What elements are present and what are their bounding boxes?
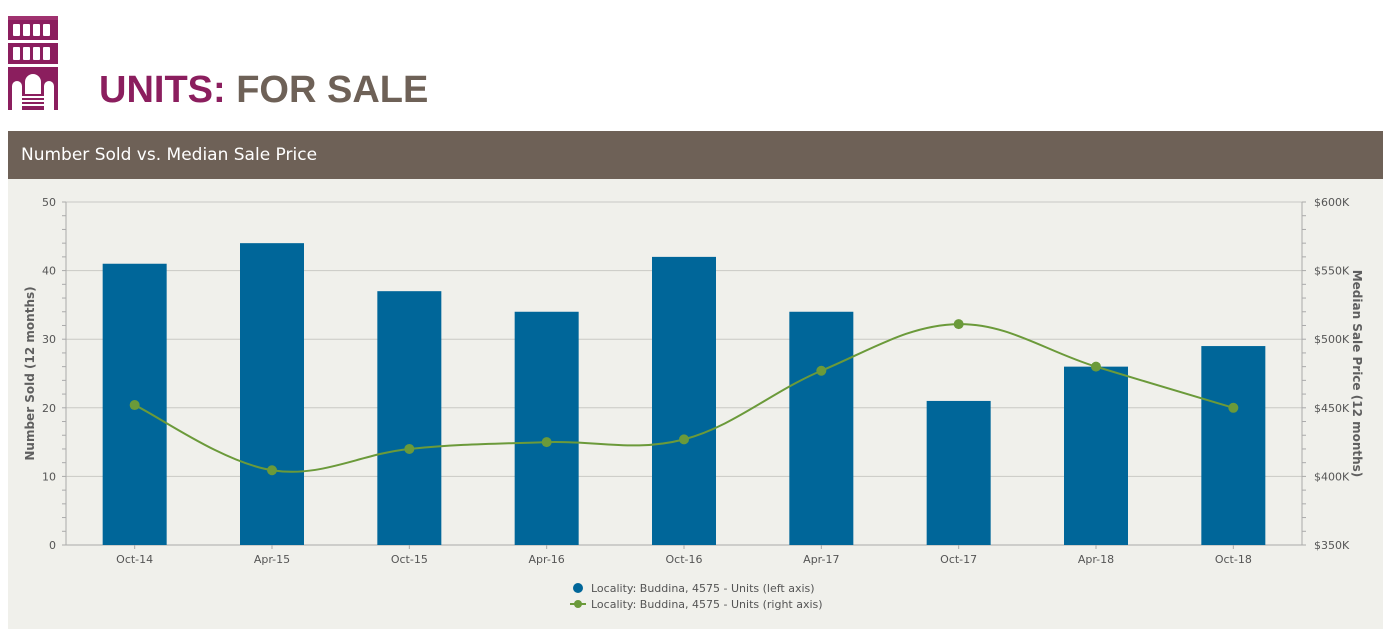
price-point[interactable] [679, 434, 689, 445]
bar[interactable] [514, 311, 579, 545]
x-tick-label: Oct-18 [1215, 553, 1252, 566]
y-tick-label: 50 [42, 196, 56, 209]
bar[interactable] [377, 291, 442, 545]
y-right-tick-label: $350K [1314, 539, 1350, 552]
price-point[interactable] [953, 319, 964, 330]
price-point[interactable] [267, 465, 277, 476]
page-title: UNITS: FOR SALE [99, 66, 428, 114]
page-title-rest: FOR SALE [236, 69, 429, 111]
x-tick-label: Oct-17 [940, 553, 977, 566]
legend-item-right-axis[interactable]: Locality: Buddina, 4575 - Units (right a… [591, 598, 823, 611]
x-tick-label: Oct-15 [391, 553, 428, 566]
y-tick-label: 20 [42, 402, 56, 415]
x-tick-label: Apr-17 [803, 553, 839, 566]
legend-item-left-axis[interactable]: Locality: Buddina, 4575 - Units (left ax… [591, 582, 815, 595]
bar[interactable] [240, 243, 304, 545]
y-tick-label: 40 [42, 265, 56, 278]
y-right-tick-label: $500K [1314, 333, 1350, 346]
legend-bar-marker[interactable] [573, 583, 583, 593]
y-right-tick-label: $450K [1314, 402, 1350, 415]
bar[interactable] [926, 400, 991, 545]
chart-area: 0 10 20 30 40 50 $350K $400K $450K $500K $550K $600… [8, 179, 1383, 629]
bar[interactable] [789, 311, 854, 545]
page-title-accent: UNITS: [99, 69, 226, 111]
y-right-tick-label: $600K [1314, 196, 1350, 209]
panel-title: Number Sold vs. Median Sale Price [21, 145, 318, 165]
y-right-tick-label: $550K [1314, 265, 1350, 278]
y-tick-label: 30 [42, 333, 56, 346]
x-tick-label: Oct-16 [666, 553, 703, 566]
x-tick-label: Oct-14 [116, 553, 153, 566]
price-point[interactable] [816, 365, 827, 376]
price-point[interactable] [1228, 402, 1239, 413]
bar[interactable] [1064, 366, 1128, 545]
bar[interactable] [1201, 346, 1266, 545]
y-tick-label: 0 [49, 539, 56, 552]
chart: 0 10 20 30 40 50 $350K $400K $450K $500K $550K $600… [23, 196, 1364, 611]
bar[interactable] [652, 256, 716, 545]
y-right-tick-label: $400K [1314, 470, 1350, 483]
price-point[interactable] [129, 400, 140, 411]
y-tick-label: 10 [42, 470, 56, 483]
y-axis-title-right: Median Sale Price (12 months) [1350, 270, 1364, 478]
x-tick-label: Apr-16 [529, 553, 565, 566]
price-point[interactable] [541, 437, 552, 448]
legend-line-dot[interactable] [574, 600, 582, 608]
y-axis-title-left: Number Sold (12 months) [23, 286, 37, 460]
price-point[interactable] [1091, 361, 1101, 372]
x-tick-label: Apr-15 [254, 553, 290, 566]
building-logo-icon [8, 16, 58, 110]
x-tick-label: Apr-18 [1078, 553, 1114, 566]
price-point[interactable] [404, 443, 415, 454]
panel-header: Number Sold vs. Median Sale Price [8, 131, 1383, 179]
